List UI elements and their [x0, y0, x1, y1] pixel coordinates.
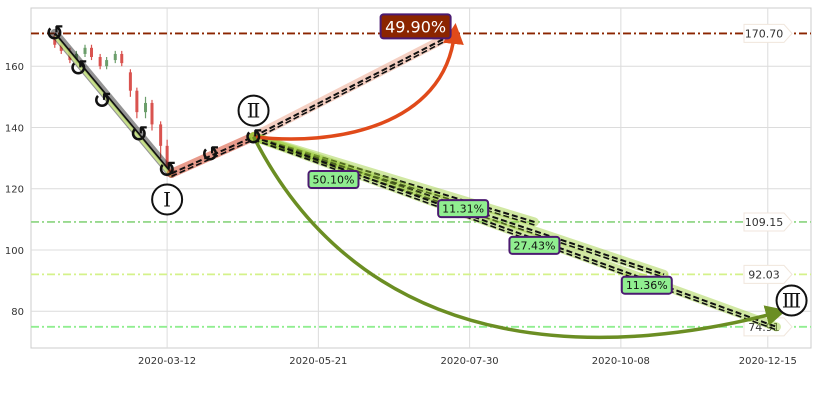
- bar-body: [59, 44, 63, 51]
- x-tick-label: 2020-12-15: [739, 356, 797, 367]
- percent-box: [620, 275, 673, 295]
- percent-label: 27.43%: [513, 239, 555, 252]
- segment-line: [253, 35, 455, 141]
- wave-label: ↺: [201, 142, 219, 167]
- roman-label: Ⅰ: [163, 187, 171, 211]
- segment-line: [53, 32, 173, 175]
- wave-label: ↺: [158, 158, 176, 183]
- segment-line: [253, 32, 455, 138]
- level-tag: [743, 212, 793, 232]
- percent-label: 50.10%: [313, 174, 355, 187]
- bar-body: [150, 102, 154, 125]
- bar-body: [113, 53, 117, 61]
- roman-circle: [237, 94, 270, 127]
- x-tick-label: 2020-07-30: [441, 356, 499, 367]
- bar-body: [120, 53, 124, 64]
- curved-arrows: [251, 22, 787, 340]
- level-tag: [743, 264, 793, 284]
- segment-line: [171, 135, 254, 175]
- y-tick-label: 100: [5, 246, 24, 257]
- bar-body: [74, 53, 78, 61]
- percent-label: 49.90%: [385, 17, 446, 36]
- level-tag: [743, 23, 793, 43]
- wave-label: ↺: [69, 57, 87, 82]
- level-label: 109.15: [745, 216, 784, 229]
- roman-label: Ⅲ: [782, 289, 801, 313]
- y-tick-label: 160: [5, 62, 24, 73]
- bar-body: [135, 90, 139, 113]
- bar-body: [83, 47, 87, 54]
- wave-labels: ↺↺↺↺↺↺↺: [46, 22, 263, 183]
- wave-label: ↺: [93, 89, 111, 114]
- wave-label: ↺: [46, 22, 64, 47]
- x-tick-label: 2020-10-08: [592, 356, 650, 367]
- wave-label: ↺: [130, 123, 148, 148]
- y-tick-label: 120: [5, 185, 24, 196]
- percent-labels: 49.90% 50.10% 11.31% 27.43% 11.36%: [307, 13, 673, 295]
- x-tick-label: 2020-03-12: [138, 356, 196, 367]
- bar-body: [89, 47, 93, 58]
- y-tick-label: 80: [11, 307, 24, 318]
- roman-circle: [775, 284, 808, 317]
- percent-box: [379, 13, 452, 40]
- y-tick-label: 140: [5, 123, 24, 134]
- roman-circle: [151, 183, 184, 216]
- price-bars: [53, 32, 169, 177]
- percent-box: [508, 235, 561, 255]
- segment-line: [253, 135, 777, 328]
- bar-body: [98, 57, 102, 67]
- bar-body: [128, 72, 132, 91]
- segment-glow: [53, 35, 173, 178]
- level-label: 170.70: [745, 27, 784, 40]
- percent-label: 11.36%: [626, 279, 668, 292]
- bar-body: [105, 60, 109, 67]
- x-tick-label: 2020-05-21: [289, 356, 347, 367]
- bar-body: [53, 35, 57, 45]
- bar-body: [144, 102, 148, 113]
- wave-label: ↺: [244, 126, 262, 151]
- roman-label: Ⅱ: [247, 99, 261, 123]
- percent-label: 11.31%: [442, 203, 484, 216]
- grid: [31, 8, 811, 348]
- segment-line: [171, 138, 254, 178]
- percent-box: [307, 170, 360, 190]
- curved-arrow: [251, 135, 787, 340]
- curved-arrow: [253, 22, 464, 141]
- bar-body: [159, 124, 163, 146]
- axis-ticks: 80 100 120 140 160 2020-03-12 2020-05-21 2020-0…: [5, 62, 797, 367]
- percent-box: [437, 199, 490, 219]
- bar-body: [165, 145, 169, 168]
- level-label: 92.03: [748, 268, 780, 281]
- roman-labels: Ⅰ Ⅱ Ⅲ: [151, 94, 808, 317]
